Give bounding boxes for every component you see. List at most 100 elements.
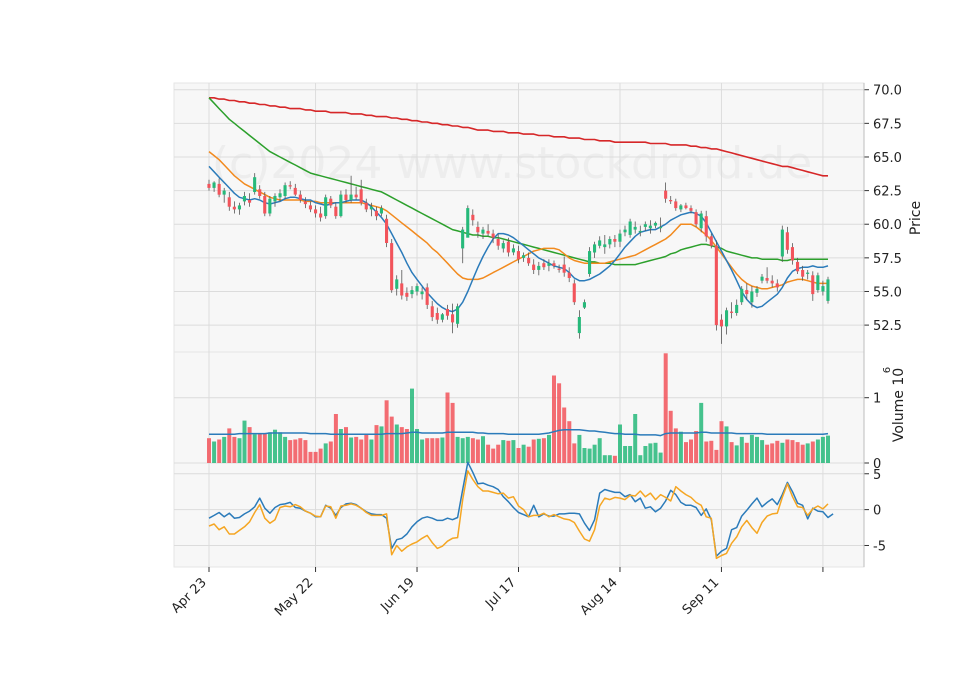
- candle-body: [258, 189, 262, 196]
- candle-body: [542, 263, 546, 268]
- candle-body: [775, 283, 779, 288]
- ma-short-line: [208, 165, 829, 313]
- y-tick-label: 0: [873, 457, 881, 472]
- volume-bar: [344, 427, 348, 463]
- y-tick-label: 57.5: [873, 252, 902, 267]
- volume-bar: [470, 438, 475, 463]
- candle-body: [730, 311, 734, 313]
- volume-bar: [354, 436, 359, 463]
- candle-body: [821, 286, 825, 292]
- volume-bar: [815, 439, 820, 463]
- candle-body: [552, 263, 556, 266]
- oscillator-line-2: [208, 470, 829, 560]
- candle-body: [633, 226, 637, 230]
- volume-bar: [582, 448, 587, 463]
- candle-body: [308, 205, 312, 210]
- candle-body: [719, 319, 723, 327]
- ma-200-line: [209, 97, 828, 177]
- candle-body: [374, 210, 378, 217]
- volume-bar: [724, 426, 729, 463]
- y-tick-label: 0: [873, 504, 881, 519]
- volume-bar: [653, 442, 658, 463]
- volume-axis-title: Volume 10: [891, 368, 907, 442]
- volume-axis-exponent: 6: [882, 367, 893, 373]
- candle-body: [516, 251, 520, 260]
- candle-body: [653, 222, 657, 226]
- candle-body: [659, 226, 663, 229]
- candle-body: [232, 206, 236, 210]
- volume-bar: [303, 440, 308, 463]
- candle-body: [222, 190, 226, 195]
- candle-body: [577, 317, 581, 334]
- volume-bar: [562, 407, 567, 463]
- volume-bar: [257, 433, 262, 463]
- volume-bar: [521, 444, 526, 463]
- volume-bar: [770, 443, 775, 463]
- volume-bar: [714, 449, 719, 463]
- volume-bar: [486, 444, 491, 463]
- y-tick-label: 70.0: [873, 84, 902, 99]
- candle-body: [567, 272, 571, 278]
- candle-body: [740, 288, 744, 303]
- volume-bar: [288, 440, 293, 463]
- candle-body: [709, 236, 713, 246]
- volume-bar: [597, 438, 602, 463]
- volume-bar: [765, 444, 770, 463]
- candle-body: [364, 202, 368, 210]
- candle-body: [319, 213, 323, 218]
- volume-bar: [668, 410, 673, 463]
- volume-bar: [420, 439, 425, 463]
- candle-body: [572, 283, 576, 303]
- volume-bar: [577, 434, 582, 463]
- volume-bar: [455, 436, 460, 463]
- volume-bar: [592, 444, 597, 463]
- candle-body: [501, 243, 505, 249]
- candle-body: [237, 205, 241, 210]
- candle-body: [288, 185, 292, 187]
- volume-bar: [689, 439, 693, 463]
- volume-bar: [207, 438, 211, 463]
- candle-body: [253, 177, 257, 192]
- volume-bar: [227, 428, 232, 463]
- candle-body: [547, 263, 551, 266]
- volume-bar: [237, 438, 242, 463]
- volume-bar: [734, 445, 739, 463]
- volume-bar: [328, 441, 333, 463]
- y-tick-label: 67.5: [873, 117, 902, 132]
- volume-bar: [262, 433, 267, 463]
- volume-bar: [760, 440, 765, 463]
- candle-body: [486, 230, 490, 234]
- candle-body: [796, 261, 800, 272]
- candle-body: [354, 194, 358, 198]
- y-tick-label: 65.0: [873, 151, 902, 166]
- volume-bar: [795, 442, 800, 463]
- volume-bar: [704, 441, 709, 463]
- volume-bar: [465, 436, 470, 463]
- volume-bar: [460, 438, 465, 463]
- candle-body: [588, 251, 592, 274]
- volume-bar: [384, 400, 389, 463]
- volume-bar: [648, 443, 653, 463]
- volume-bar: [267, 432, 272, 463]
- candle-body: [735, 304, 739, 313]
- candle-body: [324, 197, 328, 217]
- volume-bar: [552, 375, 556, 463]
- watermark: (c)2024 www.stockdroid.de: [212, 138, 812, 189]
- volume-bar: [739, 436, 744, 463]
- volume-bar: [587, 448, 592, 463]
- candle-body: [471, 214, 475, 221]
- volume-bar: [612, 455, 617, 463]
- candle-body: [557, 268, 561, 270]
- volume-bar: [663, 353, 668, 463]
- candle-body: [648, 225, 652, 229]
- volume-bar: [775, 440, 780, 463]
- volume-bar: [232, 436, 237, 463]
- candle-body: [390, 243, 394, 291]
- candle-body: [745, 290, 749, 295]
- candle-body: [623, 229, 627, 233]
- candle-body: [750, 291, 754, 303]
- candle-body: [801, 270, 805, 277]
- candle-body: [268, 198, 272, 214]
- candle-body: [765, 278, 769, 281]
- volume-bar: [658, 452, 663, 463]
